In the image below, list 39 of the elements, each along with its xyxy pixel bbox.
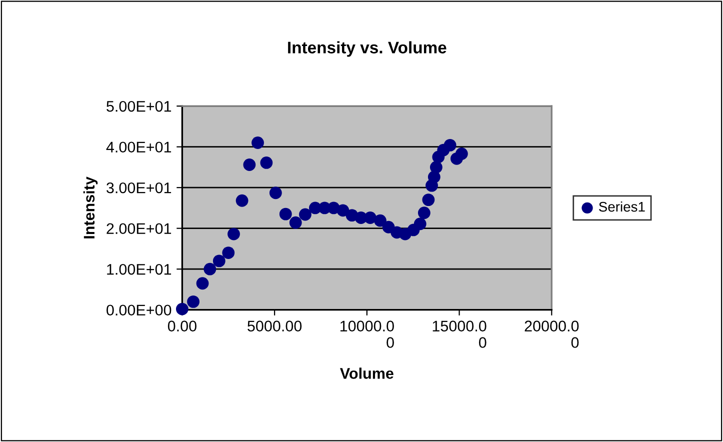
point [430,160,442,174]
point [228,228,240,240]
point [455,148,468,160]
x-tick-label: 15000.0 0 [432,320,486,348]
point [222,246,235,259]
point [204,262,216,276]
y-tick-label: 0.00E+00 [106,304,172,316]
x-tick-label: 0.00 [168,320,196,332]
y-tick-label: 2.00E+01 [106,223,172,234]
point [269,186,282,200]
y-tick-label: 1.00E+01 [107,264,172,275]
point [422,194,435,206]
point [279,208,292,220]
point [299,208,312,221]
point [196,277,209,290]
x-tick-label: 5000.00 [248,320,302,332]
point [260,156,273,169]
y-tick-label: 4.00E+01 [106,142,172,153]
point [252,136,264,149]
point [187,295,200,308]
point [336,204,350,217]
point [243,158,256,171]
point [212,254,226,268]
y-tick-label: 3.00E+01 [106,182,172,194]
point [176,302,188,316]
x-axis-title: Volume [340,368,394,379]
point [236,194,248,207]
point [364,212,376,224]
x-tick-label: 20000.0 0 [524,320,579,348]
legend-label: Series1 [599,201,645,212]
point [374,214,386,227]
y-tick-label: 5.00E+01 [106,100,172,112]
point [289,216,302,229]
point [418,206,430,220]
x-tick-label: 10000.0 0 [340,320,394,348]
point [414,218,426,230]
point [444,138,456,152]
chart-title: Intensity vs. Volume [288,41,446,57]
y-axis-title: Intensity [83,176,98,238]
